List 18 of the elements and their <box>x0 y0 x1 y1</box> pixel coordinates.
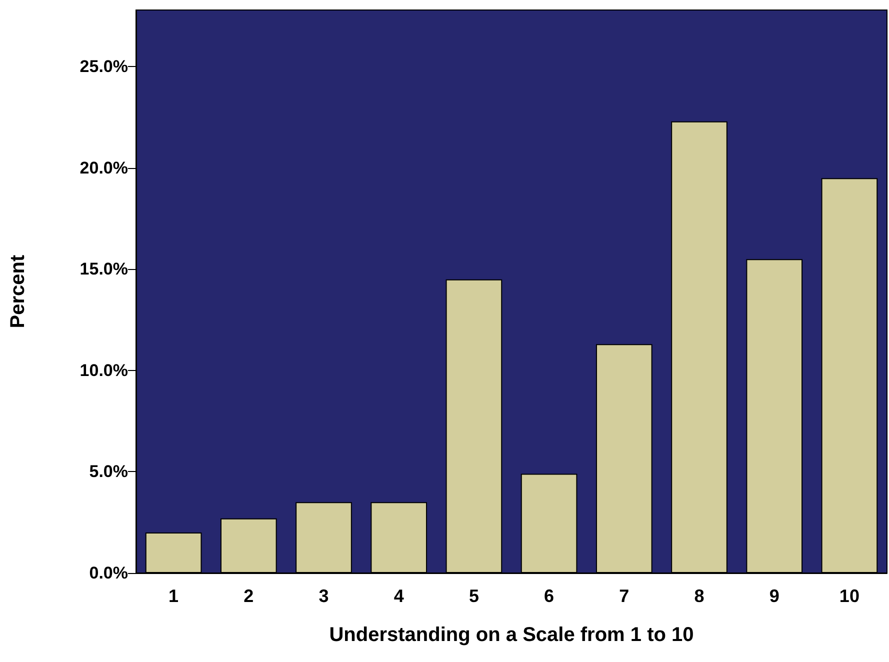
y-tick-label: 25.0% <box>80 57 128 76</box>
y-tick-label: 0.0% <box>89 564 128 582</box>
x-tick-label: 7 <box>619 586 630 606</box>
y-tick-label: 20.0% <box>80 158 128 178</box>
x-tick-label: 9 <box>769 586 780 606</box>
x-tick-label: 6 <box>544 586 554 606</box>
x-tick-label: 2 <box>244 586 254 606</box>
x-tick-label: 3 <box>318 586 329 606</box>
y-tick-label: 15.0% <box>80 260 128 279</box>
y-axis-title: Percent <box>7 254 29 328</box>
y-tick-label: 5.0% <box>89 462 128 482</box>
x-tick-label: 5 <box>468 586 479 606</box>
y-tick-label: 10.0% <box>80 360 128 380</box>
x-tick-label: 8 <box>694 586 704 606</box>
x-axis-title: Understanding on a Scale from 1 to 10 <box>329 624 694 646</box>
x-tick-label: 10 <box>839 586 860 606</box>
x-tick-label: 4 <box>394 586 404 606</box>
x-tick-label: 1 <box>168 586 179 606</box>
